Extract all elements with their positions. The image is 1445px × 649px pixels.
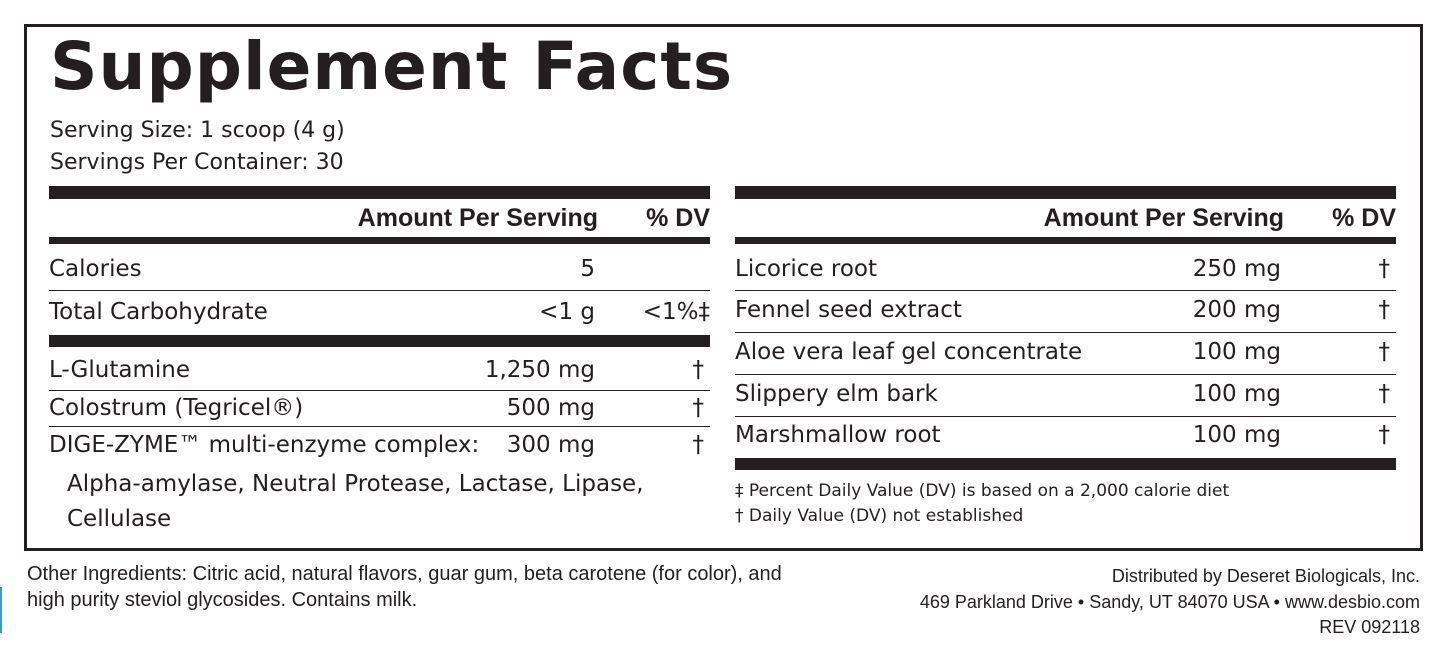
right-header-row: Amount Per Serving % DV: [735, 204, 1396, 234]
ingredient-amount: 300 mg: [506, 432, 595, 458]
ingredient-dv: †: [1378, 256, 1391, 282]
ingredient-dv: †: [1378, 297, 1391, 323]
footnote-daily-value: ‡ Percent Daily Value (DV) is based on a…: [735, 481, 1230, 501]
nutrient-dv: <1%‡: [642, 299, 710, 325]
enzyme-list-line1: Alpha-amylase, Neutral Protease, Lactase…: [67, 471, 644, 497]
servings-per-container: Servings Per Container: 30: [50, 150, 344, 175]
revision-code: REV 092118: [1319, 617, 1420, 637]
nutrient-row: Calories 5: [49, 256, 710, 286]
header-dv: % DV: [646, 204, 710, 232]
medium-divider: [49, 237, 710, 244]
row-divider: [735, 332, 1396, 333]
nutrient-amount: <1 g: [539, 299, 595, 325]
ingredient-dv: †: [692, 357, 705, 383]
row-divider: [735, 416, 1396, 417]
ingredient-amount: 500 mg: [506, 395, 595, 421]
header-amount: Amount Per Serving: [1043, 204, 1284, 232]
ingredient-name: Marshmallow root: [735, 422, 941, 448]
ingredient-name: Aloe vera leaf gel concentrate: [735, 339, 1083, 365]
address: 469 Parkland Drive • Sandy, UT 84070 USA…: [919, 592, 1420, 612]
edge-accent-line: [0, 587, 2, 633]
ingredient-name: Slippery elm bark: [735, 381, 938, 407]
nutrient-name: Total Carbohydrate: [49, 299, 268, 325]
enzyme-list-line2: Cellulase: [67, 506, 172, 532]
row-divider: [735, 374, 1396, 375]
ingredient-dv: †: [1378, 339, 1391, 365]
ingredient-row: Marshmallow root 100 mg †: [735, 422, 1396, 452]
ingredient-amount: 100 mg: [1192, 422, 1281, 448]
ingredient-amount: 1,250 mg: [484, 357, 595, 383]
thick-divider: [49, 186, 710, 199]
header-amount: Amount Per Serving: [357, 204, 598, 232]
facts-panel-border: [24, 24, 1423, 551]
distributor: Distributed by Deseret Biologicals, Inc.: [1111, 566, 1420, 586]
ingredient-row: Fennel seed extract 200 mg †: [735, 297, 1396, 327]
ingredient-name: DIGE-ZYME™ multi-enzyme complex:: [49, 432, 480, 458]
medium-divider: [735, 237, 1396, 244]
left-header-row: Amount Per Serving % DV: [49, 204, 710, 234]
row-divider: [49, 390, 710, 391]
ingredient-row: Slippery elm bark 100 mg †: [735, 381, 1396, 411]
ingredient-name: Colostrum (Tegricel®): [49, 395, 304, 421]
ingredient-amount: 250 mg: [1192, 256, 1281, 282]
footnote-not-established: † Daily Value (DV) not established: [735, 506, 1024, 526]
row-divider: [49, 290, 710, 291]
header-dv: % DV: [1332, 204, 1396, 232]
ingredient-row: L-Glutamine 1,250 mg †: [49, 357, 710, 387]
ingredient-row: DIGE-ZYME™ multi-enzyme complex: 300 mg …: [49, 432, 710, 462]
nutrient-name: Calories: [49, 256, 142, 282]
nutrient-amount: 5: [580, 256, 595, 282]
ingredient-amount: 100 mg: [1192, 339, 1281, 365]
ingredient-dv: †: [1378, 381, 1391, 407]
other-ingredients-line2: high purity steviol glycosides. Contains…: [27, 589, 418, 611]
ingredient-name: Fennel seed extract: [735, 297, 962, 323]
panel-title: Supplement Facts: [50, 28, 734, 105]
ingredient-dv: †: [692, 432, 705, 458]
ingredient-amount: 100 mg: [1192, 381, 1281, 407]
ingredient-name: L-Glutamine: [49, 357, 190, 383]
nutrient-row: Total Carbohydrate <1 g <1%‡: [49, 299, 710, 329]
ingredient-row: Aloe vera leaf gel concentrate 100 mg †: [735, 339, 1396, 369]
ingredient-row: Licorice root 250 mg †: [735, 256, 1396, 286]
ingredient-dv: †: [1378, 422, 1391, 448]
ingredient-name: Licorice root: [735, 256, 877, 282]
ingredient-amount: 200 mg: [1192, 297, 1281, 323]
thick-divider: [735, 186, 1396, 199]
ingredient-row: Colostrum (Tegricel®) 500 mg †: [49, 395, 710, 425]
ingredient-dv: †: [692, 395, 705, 421]
other-ingredients-line1: Other Ingredients: Citric acid, natural …: [27, 563, 782, 585]
thick-divider: [49, 335, 710, 347]
thick-divider: [735, 458, 1396, 470]
row-divider: [49, 426, 710, 427]
serving-size: Serving Size: 1 scoop (4 g): [50, 118, 345, 143]
row-divider: [735, 290, 1396, 291]
